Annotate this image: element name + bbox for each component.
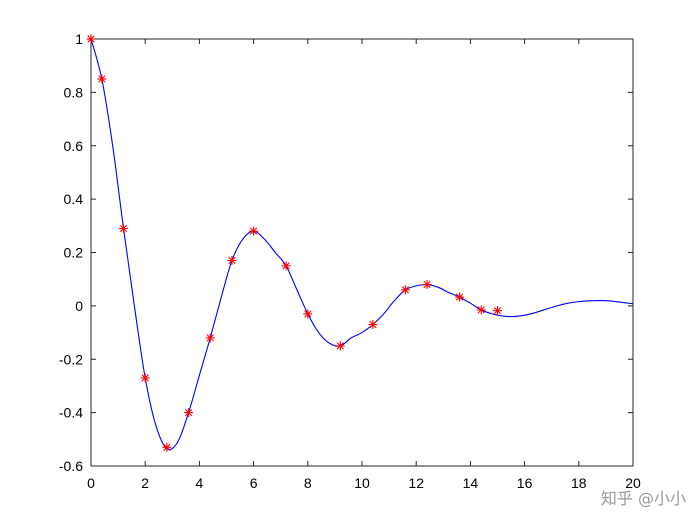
x-tick-label: 14 [463,475,479,491]
marker-stroke [282,262,290,270]
data-point-marker [455,292,465,302]
x-tick-label: 0 [87,475,95,491]
y-tick-label: -0.6 [59,458,83,474]
y-tick-label: 0 [75,298,83,314]
marker-stroke [477,306,485,314]
data-point-marker [97,74,107,84]
data-point-marker [476,305,486,315]
data-point-marker [400,285,410,295]
marker-stroke [87,35,95,43]
y-tick-label: -0.2 [59,351,83,367]
data-point-marker [184,408,194,418]
y-tick-label: -0.4 [59,405,83,421]
marker-stroke [336,342,344,350]
curve-line [90,38,634,451]
data-point-marker [205,333,215,343]
data-point-marker [281,261,291,271]
data-point-marker [86,34,96,44]
marker-stroke [369,320,377,329]
data-point-marker [368,320,378,330]
marker-stroke [119,224,128,233]
marker-stroke [249,227,258,235]
x-tick-label: 18 [571,475,587,491]
marker-stroke [184,408,193,417]
data-point-marker [249,226,259,236]
x-tick-label: 2 [141,475,149,491]
y-tick-label: 0.8 [64,84,84,100]
data-point-marker [335,341,345,351]
y-tick-label: 0.2 [64,245,84,261]
x-tick-label: 12 [408,475,424,491]
marker-stroke [228,256,236,265]
marker-stroke [401,286,409,294]
data-point-marker [119,223,129,233]
y-tick-label: 0.6 [64,138,84,154]
marker-stroke [423,280,431,289]
data-point-marker [140,373,150,383]
marker-stroke [455,293,464,301]
x-tick-label: 6 [250,475,258,491]
data-point-marker [303,309,313,319]
marker-stroke [141,374,149,382]
axes-box [90,38,634,467]
data-point-marker [493,306,502,316]
marker-stroke [163,443,171,451]
y-tick-label: 1 [75,31,83,47]
x-tick-label: 8 [304,475,312,491]
y-tick-label: 0.4 [64,191,84,207]
x-tick-label: 16 [517,475,533,491]
marker-stroke [304,310,312,318]
x-tick-label: 20 [625,475,641,491]
data-point-marker [162,442,172,452]
marker-stroke [493,307,502,315]
x-tick-label: 4 [196,475,204,491]
marker-stroke [98,75,106,83]
marker-stroke [206,334,214,342]
data-point-marker [422,280,432,290]
plot-area: 0 2 4 6 8 10 12 14 16 18 20 -0.6 -0.4 -0.2 0 0.2 0.4 0.6 0… [59,31,641,491]
watermark-text: 知乎 @小小 [600,489,686,508]
data-point-marker [227,256,237,266]
x-tick-label: 10 [354,475,370,491]
